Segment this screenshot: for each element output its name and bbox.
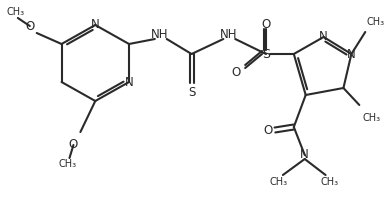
Text: S: S bbox=[262, 48, 270, 60]
Text: CH₃: CH₃ bbox=[320, 177, 339, 187]
Text: O: O bbox=[69, 139, 78, 151]
Text: S: S bbox=[188, 86, 195, 99]
Text: N: N bbox=[319, 30, 328, 44]
Text: CH₃: CH₃ bbox=[362, 113, 380, 123]
Text: CH₃: CH₃ bbox=[58, 159, 76, 169]
Text: CH₃: CH₃ bbox=[366, 17, 384, 27]
Text: N: N bbox=[300, 148, 309, 162]
Text: N: N bbox=[347, 48, 356, 60]
Text: NH: NH bbox=[220, 28, 237, 42]
Text: CH₃: CH₃ bbox=[7, 7, 25, 17]
Text: NH: NH bbox=[151, 28, 169, 42]
Text: O: O bbox=[232, 66, 241, 79]
Text: O: O bbox=[25, 20, 34, 32]
Text: O: O bbox=[261, 18, 271, 30]
Text: O: O bbox=[263, 124, 273, 137]
Text: N: N bbox=[125, 75, 134, 89]
Text: N: N bbox=[91, 19, 100, 31]
Text: CH₃: CH₃ bbox=[270, 177, 288, 187]
